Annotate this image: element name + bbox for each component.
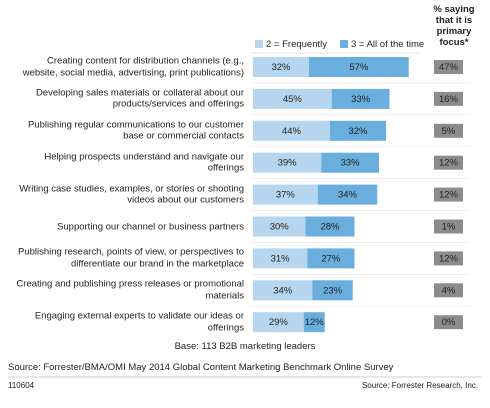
value-label: 32% bbox=[271, 62, 291, 73]
legend-swatch bbox=[255, 40, 263, 48]
value-label: 37% bbox=[276, 190, 296, 201]
value-label: 34% bbox=[273, 285, 293, 296]
base-note: Base: 113 B2B marketing leaders bbox=[174, 341, 316, 352]
bar-segment bbox=[330, 120, 386, 141]
category-label: Helping prospects understand and navigat… bbox=[44, 151, 244, 174]
category-label: Supporting our channel or business partn… bbox=[57, 220, 244, 232]
bar-segment bbox=[312, 280, 353, 301]
focus-box bbox=[434, 155, 463, 170]
focus-label: 47% bbox=[439, 62, 459, 73]
source: Source: Forrester/BMA/OMI May 2014 Globa… bbox=[8, 362, 394, 373]
value-label: 27% bbox=[321, 253, 341, 264]
category-label: Publishing regular communications to our… bbox=[28, 119, 244, 142]
legend-label: 3 = All of the time bbox=[351, 39, 424, 50]
value-label: 23% bbox=[323, 285, 343, 296]
legend-label: 2 = Frequently bbox=[266, 39, 327, 50]
focus-label: 12% bbox=[439, 190, 459, 201]
value-label: 33% bbox=[351, 94, 371, 105]
focus-label: 5% bbox=[442, 126, 456, 137]
side-column-title: % saying that it is primary focus* bbox=[433, 4, 475, 48]
category-label: Developing sales materials or collateral… bbox=[35, 87, 244, 110]
bar-segment bbox=[331, 88, 390, 109]
category-label: Creating content for distribution channe… bbox=[22, 55, 244, 79]
bar-segment bbox=[305, 216, 355, 237]
value-label: 31% bbox=[271, 253, 291, 264]
value-label: 28% bbox=[320, 222, 340, 233]
bar-segment bbox=[253, 216, 306, 237]
bar-segment bbox=[253, 152, 322, 173]
footer-source: Source: Forrester Research, Inc. bbox=[361, 381, 478, 390]
bar-segment bbox=[253, 120, 330, 141]
value-label: 32% bbox=[348, 126, 368, 137]
focus-box bbox=[434, 219, 463, 234]
focus-box bbox=[434, 123, 463, 138]
value-label: 57% bbox=[349, 62, 369, 73]
focus-box bbox=[434, 251, 463, 266]
focus-box bbox=[434, 60, 463, 74]
value-label: 30% bbox=[270, 222, 290, 233]
category-label: Writing case studies, examples, or stori… bbox=[19, 183, 244, 206]
focus-label: 4% bbox=[442, 285, 456, 296]
focus-label: 0% bbox=[442, 317, 456, 328]
value-label: 39% bbox=[278, 158, 298, 169]
focus-box bbox=[434, 187, 463, 202]
focus-box bbox=[434, 283, 463, 298]
value-label: 12% bbox=[305, 317, 325, 328]
focus-box bbox=[434, 91, 463, 106]
value-label: 29% bbox=[269, 317, 289, 328]
bar-segment bbox=[253, 184, 318, 205]
category-label: Engaging external experts to validate ou… bbox=[34, 310, 244, 334]
legend-swatch bbox=[340, 40, 348, 48]
focus-label: 16% bbox=[439, 94, 459, 105]
value-label: 45% bbox=[283, 94, 303, 105]
value-label: 44% bbox=[282, 126, 302, 137]
bar-segment bbox=[307, 248, 355, 269]
bar-segment bbox=[253, 57, 309, 77]
focus-box bbox=[434, 315, 463, 330]
value-label: 34% bbox=[338, 190, 358, 201]
bar-segment bbox=[253, 280, 313, 301]
category-label: Creating and publishing press releases o… bbox=[16, 278, 244, 302]
bar-segment bbox=[317, 184, 378, 205]
category-label: Publishing research, points of view, or … bbox=[17, 246, 244, 270]
bar-segment bbox=[253, 248, 308, 269]
focus-label: 1% bbox=[442, 222, 456, 233]
footer-id: 110604 bbox=[8, 381, 35, 390]
bar-segment bbox=[303, 312, 325, 333]
value-label: 33% bbox=[341, 158, 361, 169]
bar-segment bbox=[321, 152, 379, 173]
focus-label: 12% bbox=[439, 253, 459, 264]
bar-segment bbox=[253, 88, 332, 109]
bar-segment bbox=[253, 312, 304, 333]
bar-segment bbox=[309, 57, 409, 77]
focus-label: 12% bbox=[439, 158, 459, 169]
